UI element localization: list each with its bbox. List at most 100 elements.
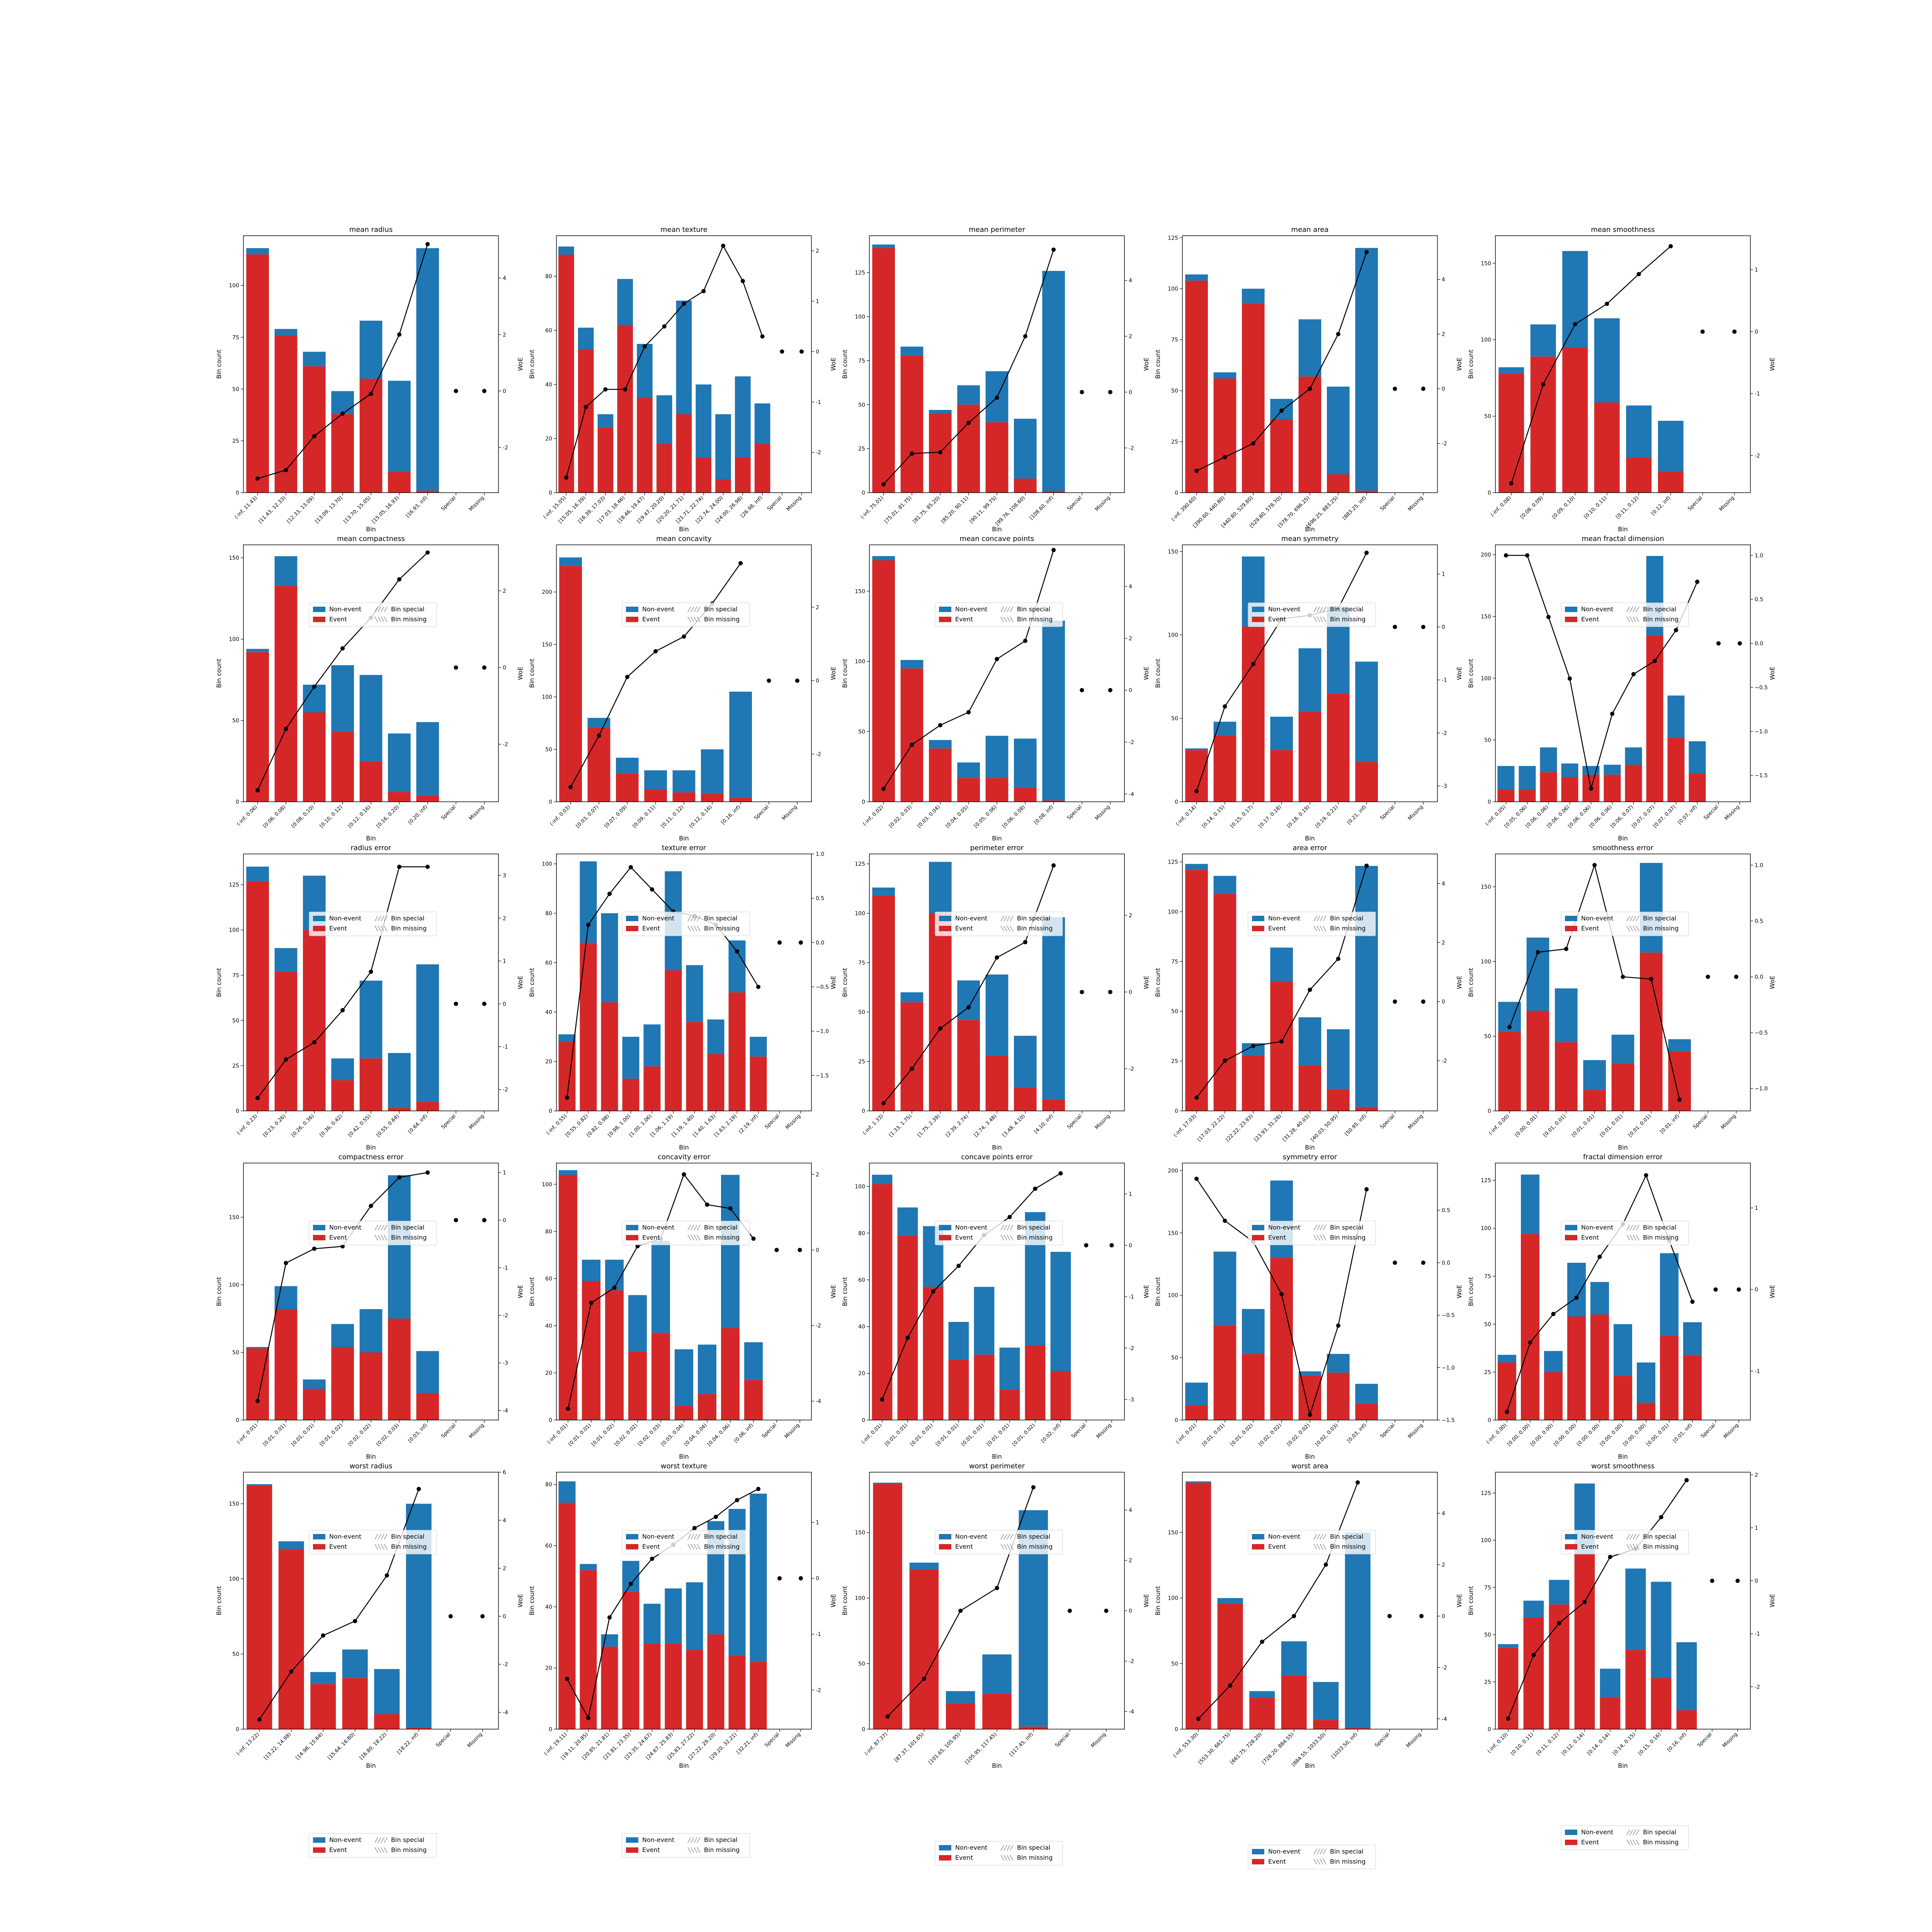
chart-22-bar-non-event [665, 1588, 682, 1644]
chart-25-y-tick-label: 100 [1481, 1537, 1491, 1544]
bottom-2-legend-swatch-missing [687, 1847, 701, 1853]
bottom-4-legend-frame [1248, 1845, 1376, 1869]
chart-20-legend-hatch-special [1636, 1225, 1639, 1231]
chart-16-bar-non-event [416, 1351, 439, 1393]
chart-19-bar-non-event [1213, 1252, 1236, 1325]
chart-14-legend-hatch-missing [1323, 925, 1327, 932]
chart-19-bar-event [1185, 1405, 1208, 1420]
chart-7-bar-non-event [644, 770, 667, 789]
chart-18-y2-axis-label: WoE [1143, 1285, 1150, 1298]
chart-18-bar-non-event [897, 1207, 918, 1236]
chart-23-woe-point [1031, 1485, 1036, 1490]
chart-12-woe-point [756, 985, 760, 989]
chart-23-woe-point [885, 1714, 890, 1719]
chart-17-y-tick-label: 20 [545, 1370, 552, 1376]
chart-12: 020406080100−1.5−1.0−0.50.00.51.0(-inf, … [528, 844, 837, 1151]
chart-10-woe-point [1568, 676, 1572, 681]
chart-10-bar-event [1497, 789, 1515, 802]
chart-21-legend-label-missing: Bin missing [391, 1543, 427, 1550]
bottom-4-legend-label-special: Bin special [1330, 1848, 1363, 1855]
chart-21-woe-point [321, 1633, 325, 1638]
bottom-2-legend-swatch-event [626, 1847, 638, 1853]
chart-19-bar-non-event [1298, 1371, 1321, 1375]
chart-22-y-axis-label: Bin count [528, 1586, 536, 1616]
chart-20-legend-hatch-missing [1636, 1235, 1639, 1241]
chart-21-legend-swatch-event [313, 1544, 325, 1549]
chart-17-y-tick-label: 60 [545, 1276, 552, 1282]
chart-3-y-tick-label: 50 [858, 402, 865, 408]
chart-10-y2-tick-label: −0.5 [1755, 685, 1768, 691]
chart-1-y-tick-label: 50 [232, 386, 239, 393]
chart-19-legend-label-special: Bin special [1330, 1224, 1363, 1231]
chart-9-legend: Non-event Event Bin special Bin missing [1248, 602, 1376, 627]
bottom-3-legend: Non-event Event Bin special Bin missing [935, 1841, 1063, 1866]
chart-25-legend-frame [1561, 1530, 1689, 1554]
chart-18-woe-point [1033, 1187, 1037, 1191]
chart-21-bar-non-event [374, 1669, 400, 1714]
chart-20-legend-label-event: Event [1581, 1234, 1599, 1241]
chart-24-legend-hatch-missing [1313, 1544, 1317, 1550]
chart-18-y-tick-label: 60 [858, 1277, 865, 1283]
chart-19-legend-swatch-non-event [1252, 1225, 1264, 1230]
chart-25-woe-point [1735, 1578, 1740, 1583]
chart-5-y2-tick-label: -1 [1755, 391, 1760, 397]
chart-24-woe-point [1228, 1683, 1233, 1688]
chart-25-bar-non-event [1625, 1568, 1646, 1650]
chart-17-woe-point [589, 1301, 594, 1305]
chart-6-bar-non-event [246, 649, 269, 652]
chart-17-woe-point [751, 1236, 756, 1241]
chart-12-bar-non-event [728, 940, 746, 993]
chart-6-woe-point [312, 684, 316, 689]
chart-10-woe-point [1674, 628, 1678, 633]
chart-15-bar-event [1611, 1063, 1634, 1111]
chart-5-x-axis-label: Bin [1618, 526, 1628, 533]
chart-17-woe-point [798, 1248, 802, 1252]
chart-10-bar-non-event [1497, 766, 1515, 790]
chart-10-woe-point [1631, 672, 1636, 677]
chart-8-legend-hatch-missing [1003, 616, 1007, 622]
chart-1-woe-point [340, 411, 345, 416]
chart-5-bar-event [1562, 347, 1588, 493]
chart-24-title: worst area [1291, 1462, 1328, 1470]
chart-10-legend-hatch-missing [1636, 616, 1639, 622]
chart-9-legend-label-missing: Bin missing [1330, 616, 1366, 623]
chart-25-woe-point [1710, 1578, 1714, 1583]
chart-17-woe-point [612, 1286, 617, 1290]
chart-7-bar-non-event [616, 758, 639, 774]
chart-4-bar-event [1298, 376, 1321, 493]
chart-20-woe-point [1574, 1295, 1579, 1300]
chart-8-legend: Non-event Event Bin special Bin missing [935, 602, 1063, 627]
chart-22-woe-point [714, 1515, 718, 1519]
chart-11-bar-non-event [388, 1053, 411, 1107]
chart-10-y2-tick-label: 0.0 [1755, 641, 1763, 647]
chart-1-bar-event [388, 472, 411, 493]
chart-8-title: mean concave points [960, 535, 1034, 543]
chart-9-x-axis-label: Bin [1305, 835, 1315, 842]
chart-21-y2-tick-label: 4 [503, 1517, 506, 1524]
chart-25-y-axis-label: Bin count [1467, 1586, 1475, 1616]
chart-10-bar-event [1519, 789, 1536, 802]
chart-12-woe-point [799, 940, 803, 945]
chart-13-y2-tick-label: 2 [1129, 913, 1132, 919]
chart-16-bar-event [331, 1347, 354, 1420]
chart-12-y-tick-label: 0 [549, 1108, 552, 1114]
chart-6-legend-swatch-missing [374, 616, 388, 622]
chart-14-legend: Non-event Event Bin special Bin missing [1248, 912, 1376, 936]
chart-20-bar-non-event [1590, 1282, 1609, 1315]
chart-20-bar-event [1614, 1376, 1632, 1420]
chart-25-woe-point [1557, 1621, 1561, 1626]
chart-18-legend-label-special: Bin special [1017, 1224, 1050, 1231]
chart-11-woe-point [482, 1002, 486, 1006]
chart-7-woe-point [795, 679, 799, 683]
chart-14-y2-axis-label: WoE [1456, 976, 1463, 989]
chart-2-y2-tick-label: 2 [816, 248, 819, 254]
chart-13-woe-point [1023, 940, 1027, 944]
chart-15-legend: Non-event Event Bin special Bin missing [1561, 912, 1689, 936]
chart-15-y2-tick-label: 0.0 [1755, 974, 1763, 980]
chart-21-legend-swatch-non-event [313, 1534, 325, 1539]
chart-6-woe-point [454, 665, 458, 670]
chart-10-y2-tick-label: 1.0 [1755, 553, 1763, 559]
chart-20-legend-hatch-missing [1633, 1235, 1636, 1241]
